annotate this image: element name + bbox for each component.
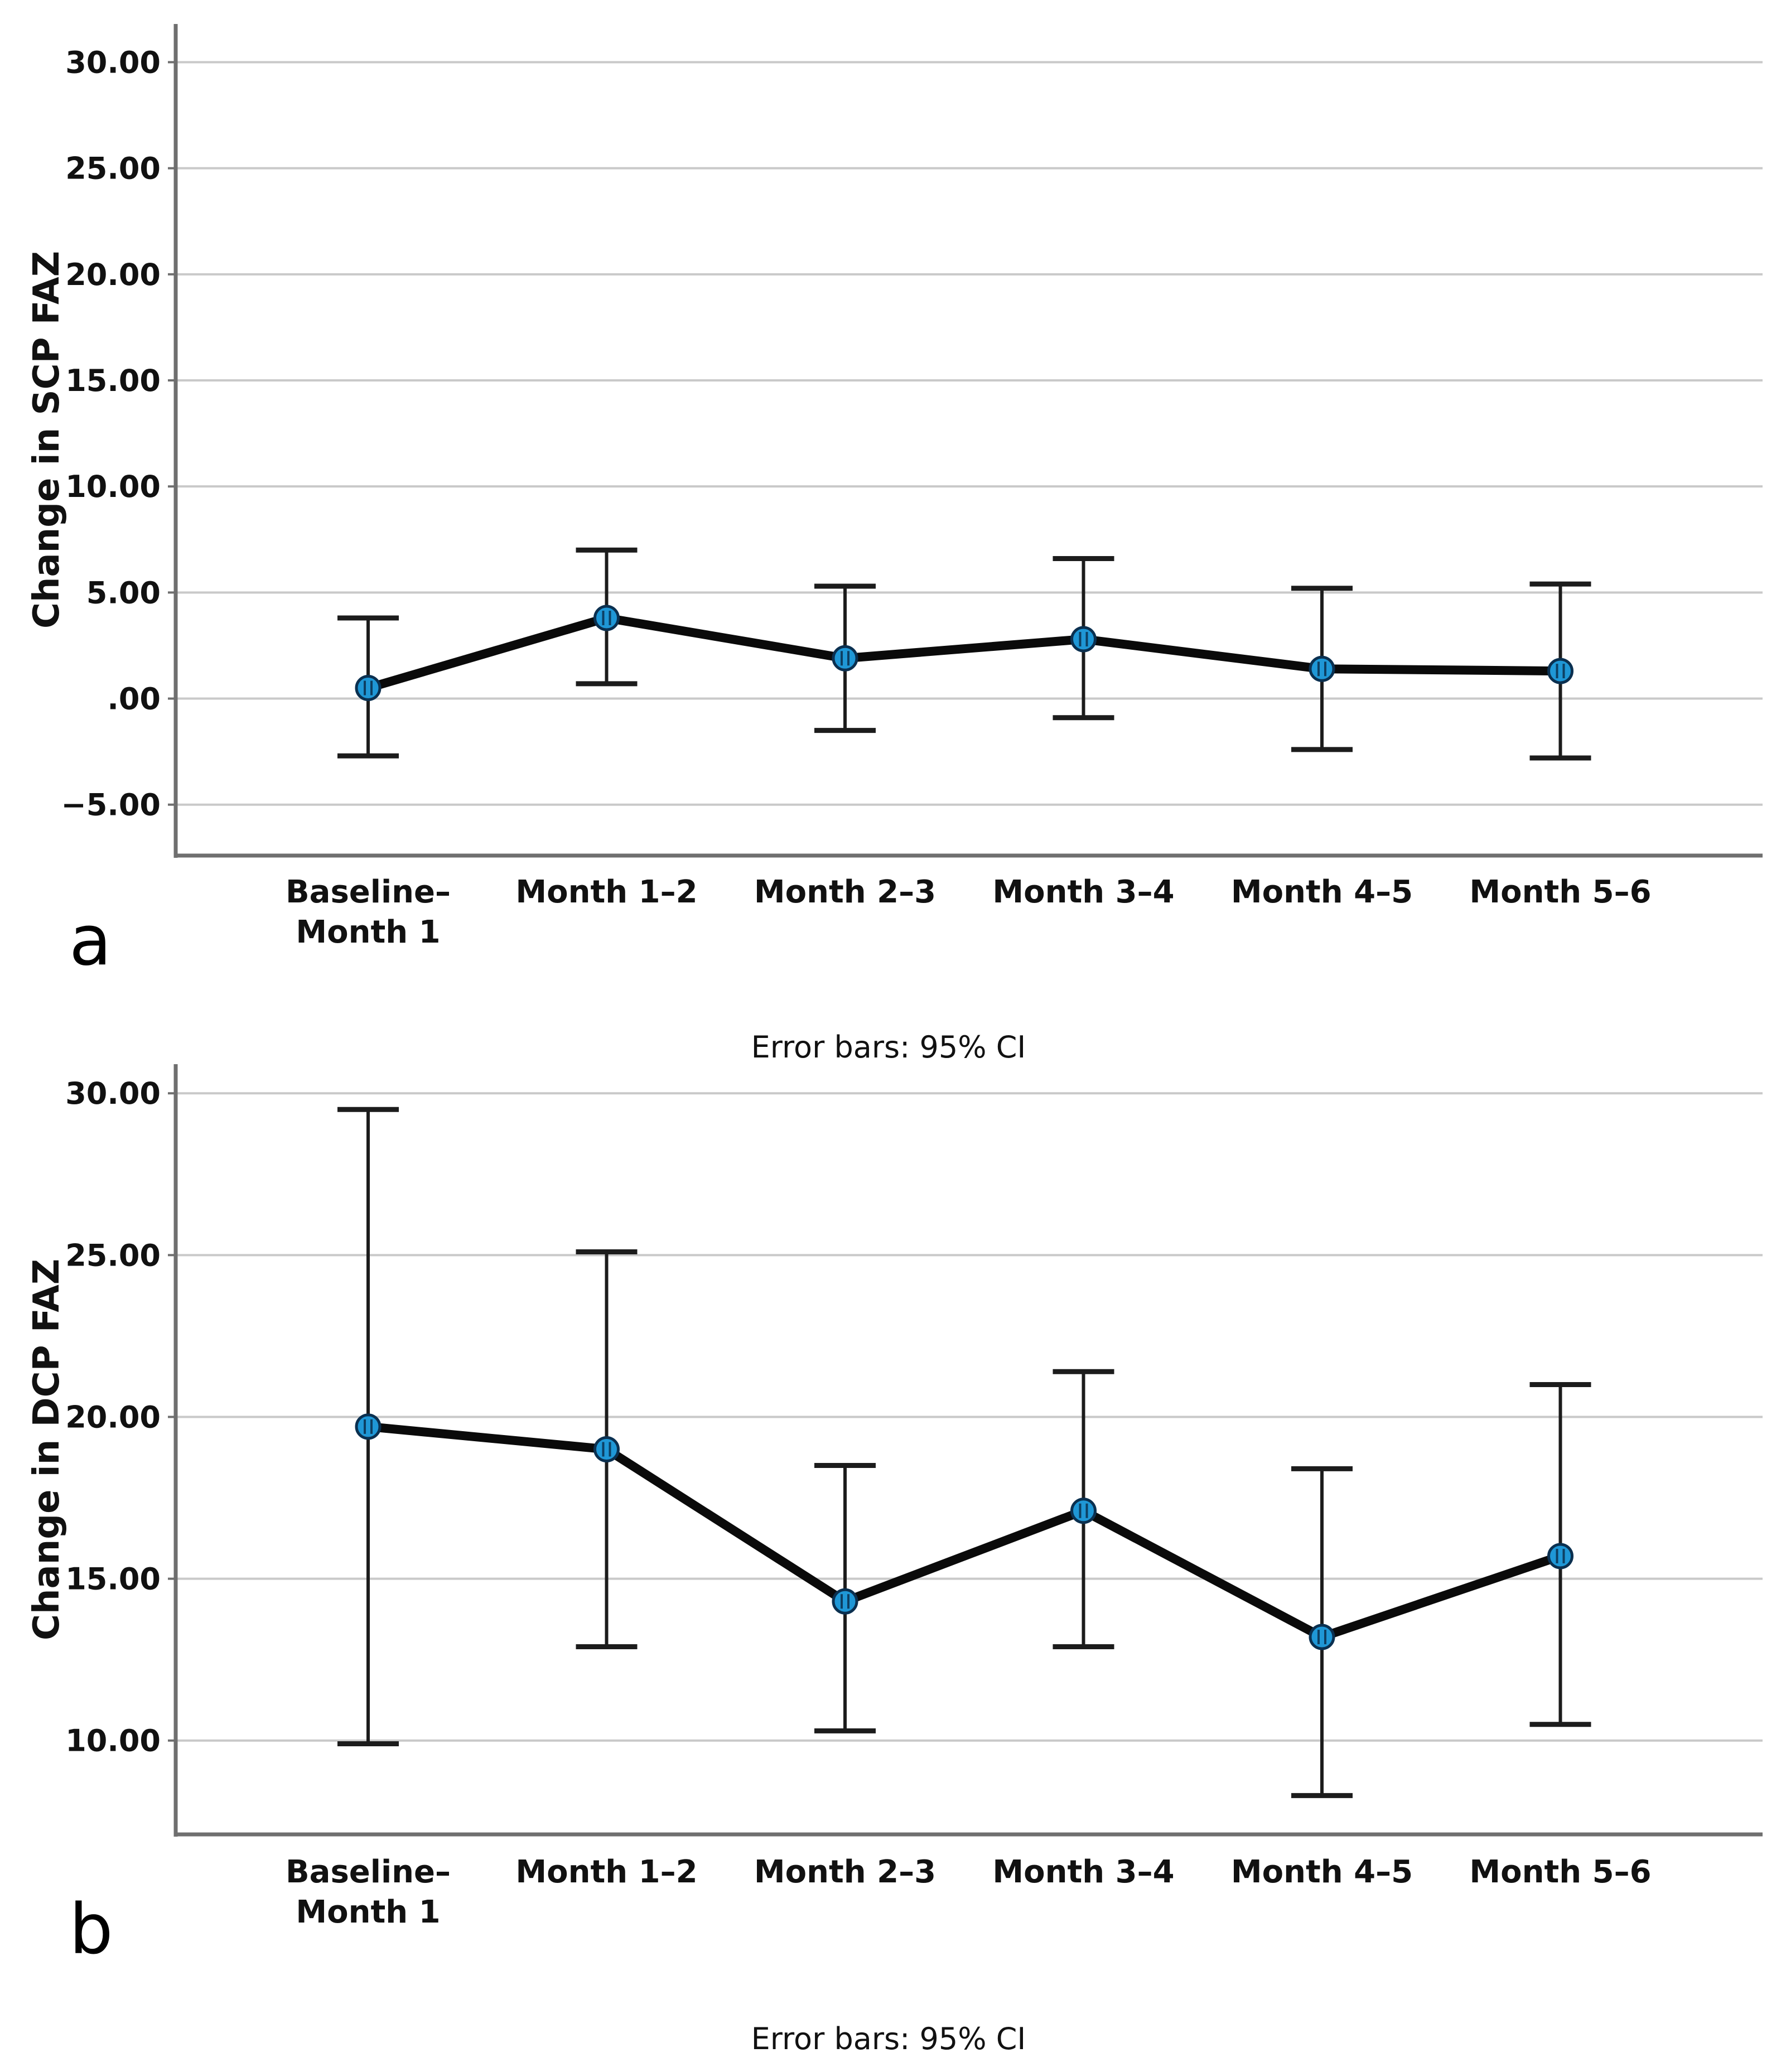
y-tick-label: 15.00 <box>65 363 161 398</box>
y-tick-label: 20.00 <box>65 257 161 292</box>
x-tick-label-6: Month 5–6 <box>1469 874 1651 910</box>
data-point-marker <box>1547 658 1573 684</box>
data-point-4 <box>1070 1498 1097 1524</box>
data-point-marker <box>1547 1543 1573 1569</box>
x-tick-label-2: Month 1–2 <box>515 874 697 910</box>
y-tick-label: 10.00 <box>65 1723 161 1759</box>
series-line-scp <box>364 614 1565 693</box>
y-tick-label: −5.00 <box>61 788 161 823</box>
data-point-3 <box>832 1588 858 1615</box>
data-point-5 <box>1309 655 1335 682</box>
y-tick-label: 30.00 <box>65 45 161 80</box>
y-tick-label: 25.00 <box>65 151 161 186</box>
data-point-marker <box>593 1436 620 1462</box>
data-point-marker <box>1309 1624 1335 1650</box>
panel-label-b: b <box>69 1890 113 1970</box>
x-tick-label-6: Month 5–6 <box>1469 1854 1651 1890</box>
data-point-marker <box>832 1588 858 1615</box>
data-point-5 <box>1309 1624 1335 1650</box>
x-tick-label-3: Month 2–3 <box>754 1854 936 1890</box>
data-point-2 <box>593 1436 620 1462</box>
x-tick-label-4: Month 3–4 <box>992 1854 1174 1890</box>
data-point-marker <box>832 645 858 672</box>
data-point-1 <box>355 675 382 702</box>
x-tick-label-3: Month 2–3 <box>754 874 936 910</box>
data-point-6 <box>1547 1543 1573 1569</box>
y-axis-title-scp: Change in SCP FAZ <box>26 250 67 629</box>
error-bars-caption-a: Error bars: 95% CI <box>751 1030 1026 1065</box>
data-point-marker <box>1070 626 1097 653</box>
data-point-marker <box>1070 1498 1097 1524</box>
y-axis-title-dcp: Change in DCP FAZ <box>26 1258 67 1640</box>
y-tick-label: 15.00 <box>65 1562 161 1597</box>
data-point-6 <box>1547 658 1573 684</box>
panel-label-a: a <box>69 901 112 981</box>
x-tick-label-2: Month 1–2 <box>515 1854 697 1890</box>
chart-a-plot: 30.00 25.00 20.00 15.00 10.00 5.00 .00 −5.00 Bas… <box>61 24 1763 950</box>
error-bars-caption-b: Error bars: 95% CI <box>751 2021 1026 2056</box>
data-point-1 <box>355 1413 382 1440</box>
series-line-dcp <box>364 1422 1565 1642</box>
x-tick-label-1: Baseline– Month 1 <box>286 1854 451 1930</box>
x-tick-label-5: Month 4–5 <box>1231 1854 1413 1890</box>
data-point-marker <box>593 605 620 631</box>
y-tick-label: 5.00 <box>86 575 161 610</box>
x-tick-label-5: Month 4–5 <box>1231 874 1413 910</box>
data-point-marker <box>355 675 382 702</box>
x-tick-label-1: Baseline– Month 1 <box>286 874 451 950</box>
chart-b-plot: 30.00 25.00 20.00 15.00 10.00 Baseline– Month … <box>65 1064 1763 1930</box>
data-point-4 <box>1070 626 1097 653</box>
y-tick-label: 30.00 <box>65 1076 161 1111</box>
data-point-marker <box>1309 655 1335 682</box>
y-tick-label: 25.00 <box>65 1238 161 1273</box>
y-tick-label: 20.00 <box>65 1399 161 1435</box>
data-point-marker <box>355 1413 382 1440</box>
data-point-2 <box>593 605 620 631</box>
y-tick-label: 10.00 <box>65 469 161 504</box>
y-tick-label: .00 <box>107 682 161 717</box>
data-point-3 <box>832 645 858 672</box>
x-tick-label-4: Month 3–4 <box>992 874 1174 910</box>
